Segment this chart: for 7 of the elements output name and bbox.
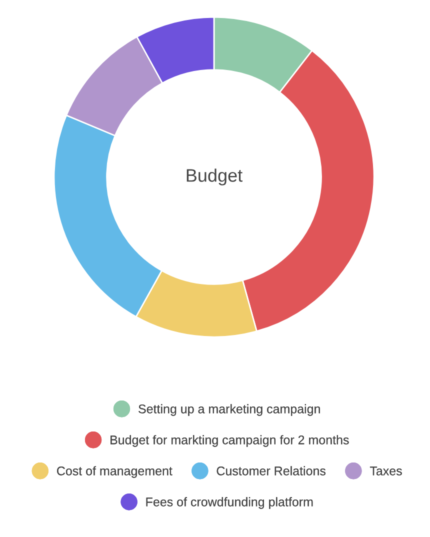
legend-label: Fees of crowdfunding platform [146, 497, 313, 509]
legend-label: Customer Relations [216, 466, 326, 476]
legend-label: Taxes [370, 466, 402, 476]
legend-label: Setting up a marketing campaign [138, 404, 320, 416]
legend-label: Cost of management [57, 466, 172, 478]
legend-label: Budget for markting campaign for 2 months [110, 435, 349, 447]
text: Budget [186, 168, 242, 186]
